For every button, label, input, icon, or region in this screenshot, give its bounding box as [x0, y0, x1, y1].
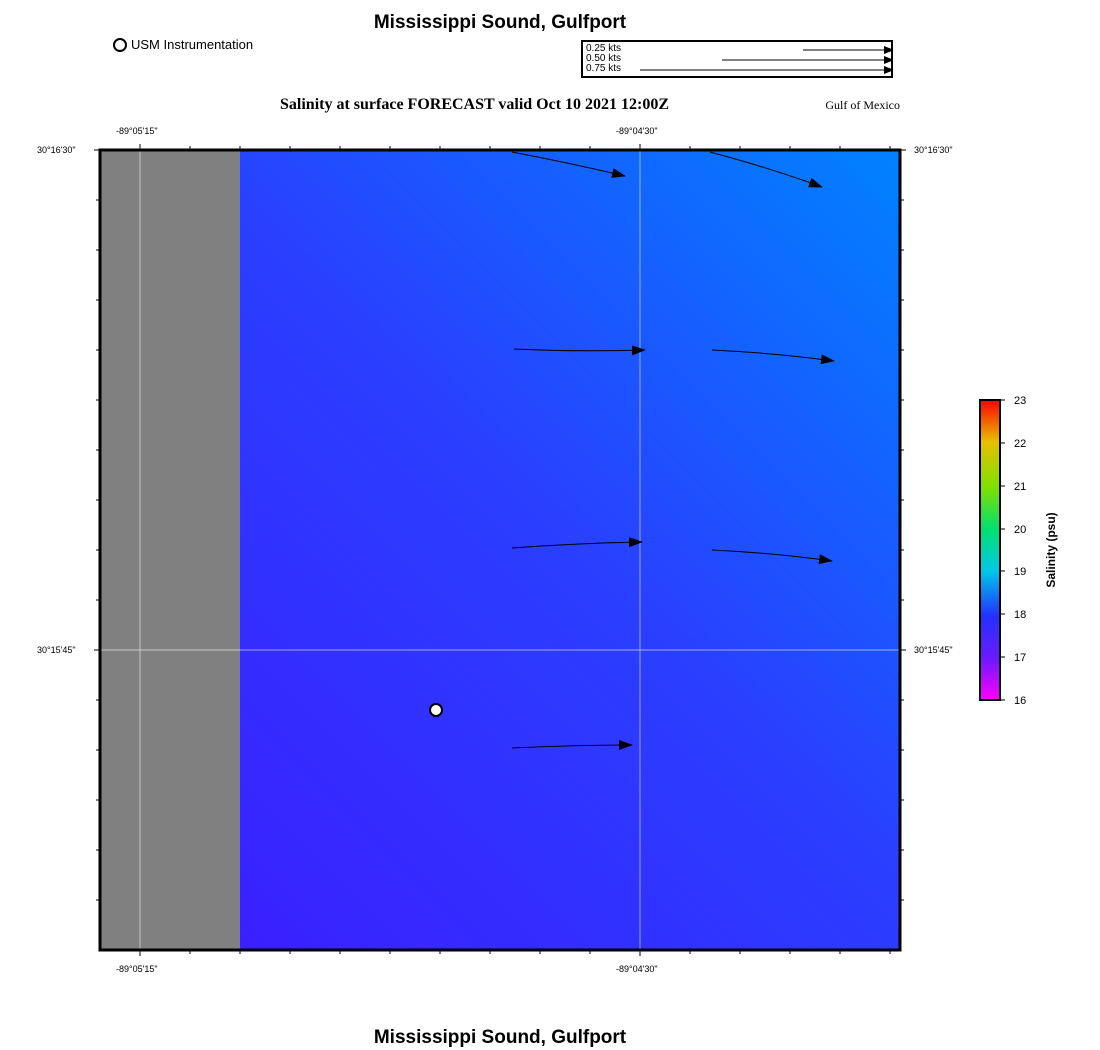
current-vector [511, 151, 626, 178]
colorbar-tick-22: 22 [1014, 438, 1026, 450]
map-title-bottom: Mississippi Sound, Gulfport [373, 1027, 627, 1048]
colorbar: 23 22 21 20 19 18 17 16 Salinity (psu) [979, 395, 1058, 707]
colorbar-gradient [979, 399, 1001, 701]
scale-label-075: 0.75 kts [586, 63, 622, 74]
lon-tick-top-1: -89°05'15" [116, 126, 158, 136]
lat-tick-left-2: 30°15'45" [37, 645, 76, 655]
colorbar-tick-23: 23 [1014, 395, 1026, 407]
graticule [100, 150, 900, 950]
current-vector [711, 349, 835, 365]
current-vector [709, 151, 823, 188]
colorbar-label: Salinity (psu) [1044, 512, 1058, 587]
current-vector [513, 345, 646, 356]
lon-tick-bottom-1: -89°05'15" [116, 964, 158, 974]
lon-tick-bottom-2: -89°04'30" [616, 964, 658, 974]
scale-label-050: 0.50 kts [586, 53, 622, 64]
station-legend: USM Instrumentation [113, 37, 253, 52]
scale-label-025: 0.25 kts [586, 43, 622, 54]
lat-tick-right-2: 30°15'45" [914, 645, 953, 655]
colorbar-tick-20: 20 [1014, 524, 1026, 536]
colorbar-tick-17: 17 [1014, 652, 1026, 664]
vector-scale-arrows [640, 46, 891, 74]
map-title-top: Mississippi Sound, Gulfport [373, 12, 627, 33]
vector-scale-legend: 0.25 kts 0.50 kts 0.75 kts [581, 40, 893, 78]
colorbar-tick-19: 19 [1014, 566, 1026, 578]
current-vector [711, 549, 833, 565]
station-marker-icon [113, 37, 127, 52]
lat-tick-left-1: 30°16'30" [37, 145, 76, 155]
current-vector [511, 740, 633, 751]
colorbar-tick-18: 18 [1014, 609, 1026, 621]
station-legend-label: USM Instrumentation [131, 37, 254, 52]
land-area [100, 150, 240, 950]
current-vectors [511, 151, 835, 751]
current-vector [511, 537, 643, 549]
usm-station-marker[interactable] [429, 703, 443, 717]
lat-tick-right-1: 30°16'30" [914, 145, 953, 155]
frame-ticks [94, 144, 906, 956]
colorbar-tick-21: 21 [1014, 481, 1026, 493]
colorbar-tick-16: 16 [1014, 695, 1026, 707]
map-subtitle: Salinity at surface FORECAST valid Oct 1… [280, 96, 670, 113]
region-label: Gulf of Mexico [825, 98, 900, 112]
lon-tick-top-2: -89°04'30" [616, 126, 658, 136]
